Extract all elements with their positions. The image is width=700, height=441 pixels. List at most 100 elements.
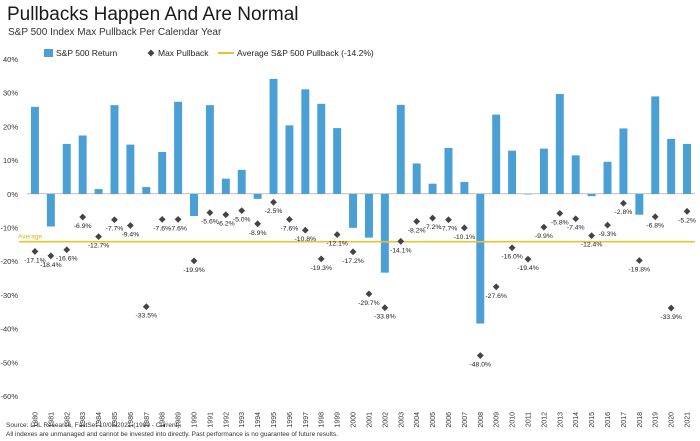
- x-tick-label: 2016: [605, 412, 612, 428]
- x-tick-label: 1996: [287, 412, 294, 428]
- x-tick-label: 2001: [366, 412, 373, 428]
- return-bar: [237, 169, 246, 194]
- x-tick-label: 2012: [541, 412, 548, 428]
- return-bar: [651, 96, 660, 194]
- pullback-label: -9.3%: [599, 231, 617, 238]
- pullback-label: -5.2%: [678, 217, 696, 224]
- x-tick-label: 2018: [637, 412, 644, 428]
- x-tick-label: 1994: [255, 412, 262, 428]
- pullback-marker: [206, 209, 214, 217]
- pullback-marker: [540, 223, 548, 231]
- y-tick-label: -20%: [0, 257, 18, 266]
- x-tick-label: 1997: [303, 412, 310, 428]
- pullback-marker: [270, 198, 277, 206]
- legend-label-average: Average S&P 500 Pullback (-14.2%): [237, 48, 374, 58]
- return-bar: [190, 193, 198, 217]
- return-bar: [62, 143, 71, 194]
- pullback-marker: [508, 244, 516, 252]
- pullback-marker: [476, 352, 484, 359]
- legend-swatch-return: [44, 49, 53, 57]
- pullback-marker: [604, 221, 611, 229]
- pullback-marker: [588, 232, 596, 239]
- pullback-marker: [667, 304, 675, 312]
- return-bar: [78, 135, 87, 194]
- return-bar: [619, 128, 628, 194]
- x-tick-label: 1986: [128, 412, 135, 428]
- pullback-label: -12.1%: [326, 241, 348, 248]
- return-bar: [587, 193, 596, 197]
- pullback-label: -17.1%: [24, 257, 46, 264]
- pullback-marker: [95, 233, 102, 240]
- pullback-marker: [381, 304, 389, 312]
- x-tick-label: 2009: [494, 412, 501, 428]
- x-tick-label: 1981: [48, 412, 55, 428]
- return-bar: [380, 193, 389, 273]
- pullback-marker: [556, 209, 564, 217]
- return-bar: [667, 138, 676, 194]
- x-tick-label: 1983: [80, 412, 87, 428]
- x-tick-label: 2013: [557, 412, 564, 428]
- x-tick-label: 1988: [160, 412, 167, 428]
- return-bar: [126, 144, 135, 194]
- pullback-label: -29.7%: [358, 300, 380, 307]
- pullback-label: -9.4%: [121, 231, 139, 238]
- y-tick-label: -50%: [0, 358, 18, 367]
- x-tick-label: 1982: [64, 412, 71, 428]
- x-tick-label: 2017: [621, 412, 628, 428]
- x-tick-label: 1991: [207, 412, 214, 428]
- x-tick-label: 1984: [96, 412, 103, 428]
- pullback-marker: [651, 213, 659, 221]
- pullback-label: -2.5%: [265, 208, 283, 215]
- x-tick-label: 2011: [526, 412, 533, 427]
- pullback-label: -18.4%: [40, 262, 62, 269]
- return-bar: [555, 94, 564, 194]
- pullback-marker: [445, 216, 452, 224]
- pullback-label: -19.9%: [183, 267, 205, 274]
- x-tick-label: 2020: [669, 412, 676, 428]
- y-tick-label: -10%: [0, 224, 18, 233]
- pullback-label: -16.6%: [56, 256, 78, 263]
- pullback-label: -2.8%: [615, 209, 633, 216]
- return-bar: [205, 105, 214, 194]
- pullback-label: -12.4%: [581, 242, 603, 249]
- x-tick-label: 1993: [239, 412, 246, 428]
- pullback-marker: [286, 216, 293, 223]
- pullback-marker: [683, 207, 691, 215]
- return-bar: [460, 182, 469, 194]
- average-label: Average: [18, 234, 42, 241]
- return-bar: [221, 178, 230, 194]
- pullback-marker: [397, 237, 405, 245]
- return-bar: [333, 128, 342, 194]
- pullback-marker: [142, 303, 150, 311]
- return-bar: [269, 78, 278, 194]
- pullback-marker: [365, 290, 373, 298]
- x-tick-label: 2005: [430, 412, 437, 428]
- pullback-label: -7.6%: [281, 225, 299, 232]
- pullback-marker: [47, 252, 55, 260]
- pullback-label: -17.2%: [342, 258, 364, 265]
- pullback-marker: [317, 255, 325, 263]
- return-bar: [349, 193, 358, 228]
- return-bar: [571, 155, 580, 194]
- return-bar: [476, 193, 485, 324]
- chart-subtitle: S&P 500 Index Max Pullback Per Calendar …: [8, 27, 222, 38]
- pullback-label: -19.4%: [517, 265, 539, 272]
- x-tick-label: 2015: [589, 412, 596, 428]
- pullback-marker: [111, 216, 118, 224]
- pullback-label: -16.0%: [501, 254, 523, 261]
- x-tick-label: 1987: [144, 412, 151, 428]
- x-tick-label: 2014: [573, 412, 580, 428]
- chart-title: Pullbacks Happen And Are Normal: [7, 4, 299, 25]
- return-bar: [174, 101, 183, 194]
- pullback-label: -6.8%: [646, 223, 664, 230]
- return-bar: [508, 150, 517, 194]
- pullback-marker: [333, 231, 341, 238]
- return-bar: [253, 193, 262, 199]
- pullback-marker: [524, 255, 532, 263]
- pullback-marker: [222, 211, 230, 219]
- pullback-marker: [79, 213, 87, 221]
- return-bar: [492, 114, 501, 194]
- pullback-label: -33.8%: [374, 314, 396, 321]
- y-tick-label: 30%: [3, 89, 18, 98]
